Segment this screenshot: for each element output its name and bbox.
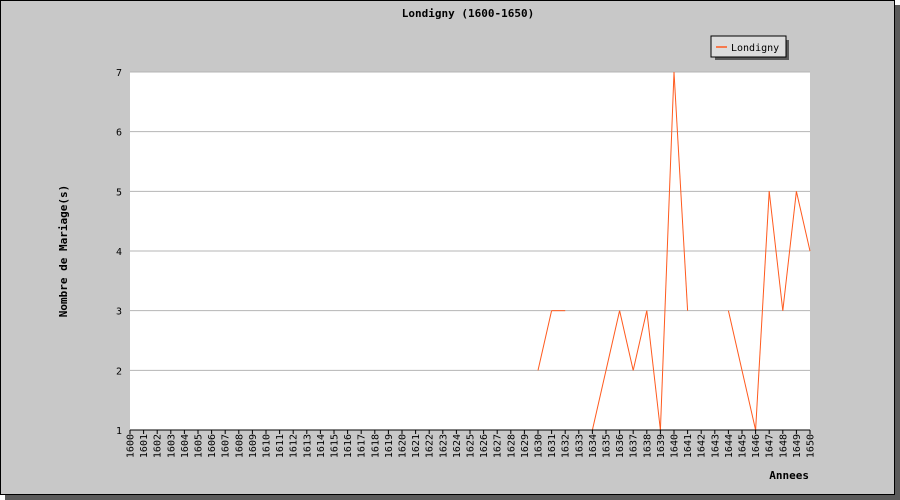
x-tick-label: 1649 [792,434,803,458]
x-tick-label: 1650 [806,434,817,458]
x-tick-label: 1611 [275,434,286,458]
x-tick-label: 1615 [330,434,341,458]
series-segment [605,310,621,371]
x-tick-label: 1607 [221,434,232,458]
x-tick-label: 1604 [180,434,191,458]
legend: Londigny [710,35,789,60]
y-tick-label: 5 [116,187,122,198]
x-tick-label: 1629 [520,434,531,458]
x-tick-label: 1626 [479,434,490,458]
x-tick-label: 1633 [574,434,585,458]
series-segment [619,310,634,371]
x-tick-label: 1630 [534,434,545,458]
x-tick-label: 1616 [343,434,354,458]
legend-label: Londigny [731,43,779,54]
x-tick-label: 1605 [194,434,205,458]
x-tick-label: 1614 [316,434,327,458]
series-segment [755,191,770,431]
x-tick-label: 1620 [398,434,409,458]
x-tick-label: 1643 [710,434,721,458]
y-tick-label: 3 [116,307,122,318]
chart-title: Londigny (1600-1650) [402,7,534,20]
x-tick-label: 1635 [602,434,613,458]
x-tick-label: 1638 [642,434,653,458]
x-tick-label: 1640 [670,434,681,458]
x-tick-label: 1634 [588,434,599,458]
x-tick-label: 1628 [506,434,517,458]
x-tick-label: 1631 [547,434,558,458]
x-tick-label: 1612 [289,434,300,458]
y-axis-label: Nombre de Mariage(s) [57,185,70,317]
series-segment [727,310,743,371]
y-axis-ticks: 1 2 3 4 5 6 7 [116,68,122,437]
x-tick-label: 1617 [357,434,368,458]
series-segment [782,191,797,311]
series-segment [537,310,553,371]
series-lines [537,71,811,431]
series-segment [768,191,784,311]
x-tick-label: 1601 [139,434,150,458]
y-tick-label: 7 [116,68,122,79]
x-tick-label: 1646 [751,434,762,458]
x-tick-label: 1627 [493,434,504,458]
x-tick-label: 1639 [656,434,667,458]
legend-box [710,35,787,58]
x-tick-label: 1648 [778,434,789,458]
x-tick-label: 1609 [248,434,259,458]
x-tick-label: 1645 [738,434,749,458]
x-tick-label: 1636 [615,434,626,458]
x-tick-label: 1623 [438,434,449,458]
series-segment [659,71,675,431]
x-tick-label: 1613 [302,434,313,458]
series-segment [673,71,689,311]
x-tick-label: 1625 [466,434,477,458]
x-tick-label: 1622 [425,434,436,458]
x-tick-label: 1621 [411,434,422,458]
grid-lines [130,71,810,371]
x-axis-label: Annees [769,469,809,482]
x-tick-label: 1603 [166,434,177,458]
x-tick-label: 1618 [370,434,381,458]
x-tick-label: 1644 [724,434,735,458]
x-tick-label: 1641 [683,434,694,458]
series-segment [741,370,757,431]
y-tick-label: 2 [116,366,122,377]
y-tick-label: 4 [116,247,122,258]
x-tick-label: 1610 [262,434,273,458]
x-tick-label: 1619 [384,434,395,458]
x-tick-label: 1600 [126,434,137,458]
series-segment [646,310,661,431]
series-segment [632,310,648,371]
x-tick-label: 1606 [207,434,218,458]
x-tick-label: 1637 [629,434,640,458]
x-tick-label: 1647 [765,434,776,458]
series-segment [591,370,607,431]
series-segment [795,191,811,252]
x-tick-label: 1624 [452,434,463,458]
x-axis-ticks: 1600 1601 1602 1603 1604 1605 1606 1607 1608 1609… [126,430,817,458]
x-tick-label: 1608 [234,434,245,458]
x-tick-label: 1602 [153,434,164,458]
x-tick-label: 1632 [561,434,572,458]
x-tick-label: 1642 [697,434,708,458]
y-tick-label: 6 [116,128,122,139]
y-tick-label: 1 [116,426,122,437]
